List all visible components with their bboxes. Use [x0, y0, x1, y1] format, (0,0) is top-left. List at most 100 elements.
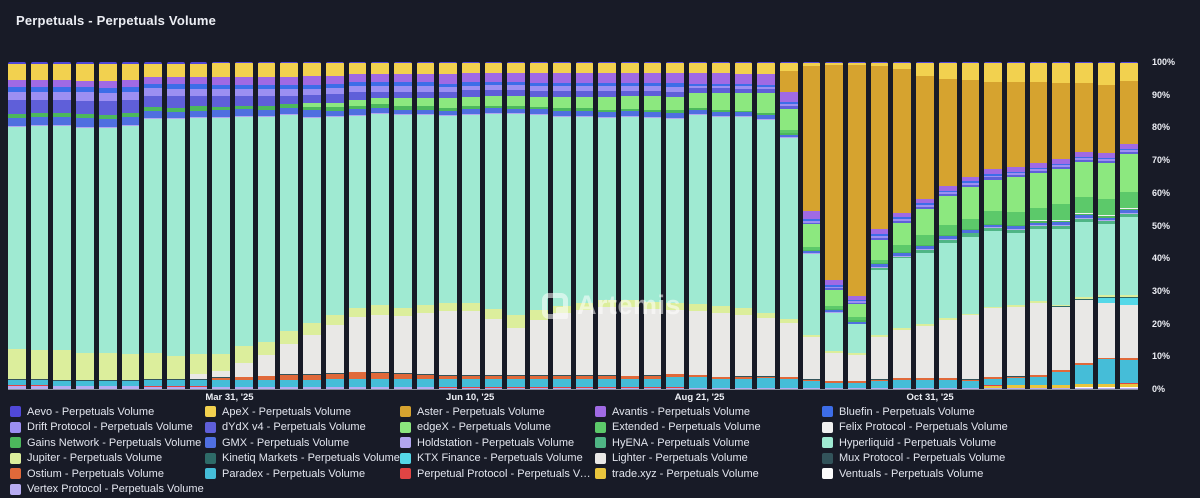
- bar-segment[interactable]: [484, 387, 503, 389]
- bar-segment[interactable]: [938, 225, 957, 236]
- bar-segment[interactable]: [984, 378, 1002, 386]
- stacked-bar[interactable]: [439, 62, 458, 389]
- bar-segment[interactable]: [961, 379, 980, 382]
- bar-segment[interactable]: [552, 116, 571, 307]
- bar-segment[interactable]: [711, 92, 730, 111]
- bar-segment[interactable]: [1075, 218, 1093, 222]
- bar-segment[interactable]: [689, 85, 707, 89]
- bar-segment[interactable]: [416, 109, 435, 115]
- bar-segment[interactable]: [961, 176, 980, 182]
- bar-segment[interactable]: [462, 90, 480, 97]
- bar-segment[interactable]: [916, 252, 934, 325]
- bar-segment[interactable]: [144, 63, 162, 77]
- bar-segment[interactable]: [280, 63, 299, 77]
- bar-segment[interactable]: [144, 62, 162, 64]
- bar-segment[interactable]: [325, 62, 344, 64]
- bar-segment[interactable]: [984, 228, 1002, 232]
- bar-segment[interactable]: [1097, 159, 1116, 161]
- stacked-bar[interactable]: [961, 62, 980, 389]
- bar-segment[interactable]: [1097, 62, 1116, 63]
- bar-segment[interactable]: [802, 334, 821, 338]
- bar-segment[interactable]: [8, 100, 26, 114]
- bar-segment[interactable]: [371, 62, 389, 64]
- bar-segment[interactable]: [416, 74, 435, 83]
- bar-segment[interactable]: [530, 319, 548, 376]
- bar-segment[interactable]: [689, 73, 707, 84]
- bar-segment[interactable]: [257, 106, 276, 110]
- bar-segment[interactable]: [8, 380, 26, 386]
- bar-segment[interactable]: [643, 117, 662, 119]
- bar-segment[interactable]: [189, 386, 208, 387]
- bar-segment[interactable]: [98, 118, 117, 128]
- bar-segment[interactable]: [1075, 156, 1093, 159]
- bar-segment[interactable]: [734, 110, 753, 113]
- bar-segment[interactable]: [893, 387, 912, 389]
- bar-segment[interactable]: [598, 387, 616, 389]
- bar-segment[interactable]: [802, 246, 821, 251]
- bar-segment[interactable]: [1120, 81, 1139, 145]
- bar-segment[interactable]: [666, 110, 685, 113]
- bar-segment[interactable]: [1052, 307, 1071, 371]
- legend-item-ostium[interactable]: Ostium - Perpetuals Volume: [10, 466, 205, 482]
- bar-segment[interactable]: [484, 108, 503, 113]
- bar-segment[interactable]: [734, 315, 753, 377]
- bar-segment[interactable]: [121, 91, 140, 100]
- bar-segment[interactable]: [121, 63, 140, 81]
- bar-segment[interactable]: [507, 114, 526, 315]
- bar-segment[interactable]: [666, 309, 685, 374]
- bar-segment[interactable]: [1029, 375, 1048, 377]
- bar-segment[interactable]: [280, 374, 299, 380]
- bar-segment[interactable]: [779, 377, 798, 380]
- bar-segment[interactable]: [439, 375, 458, 376]
- bar-segment[interactable]: [235, 346, 253, 364]
- stacked-bar[interactable]: [121, 62, 140, 389]
- stacked-bar[interactable]: [825, 62, 844, 389]
- bar-segment[interactable]: [416, 82, 435, 87]
- bar-segment[interactable]: [53, 385, 72, 387]
- bar-segment[interactable]: [961, 232, 980, 234]
- bar-segment[interactable]: [689, 304, 707, 312]
- bar-segment[interactable]: [235, 63, 253, 77]
- bar-segment[interactable]: [1075, 152, 1093, 157]
- bar-segment[interactable]: [348, 99, 367, 107]
- bar-segment[interactable]: [507, 72, 526, 83]
- bar-segment[interactable]: [348, 74, 367, 83]
- bar-segment[interactable]: [166, 387, 185, 389]
- bar-segment[interactable]: [280, 386, 299, 388]
- bar-segment[interactable]: [711, 306, 730, 314]
- bar-segment[interactable]: [689, 114, 707, 305]
- bar-segment[interactable]: [870, 62, 889, 63]
- bar-segment[interactable]: [893, 251, 912, 254]
- bar-segment[interactable]: [984, 177, 1002, 180]
- bar-segment[interactable]: [98, 101, 117, 115]
- bar-segment[interactable]: [257, 375, 276, 377]
- bar-segment[interactable]: [984, 306, 1002, 309]
- bar-segment[interactable]: [1029, 384, 1048, 386]
- bar-segment[interactable]: [393, 115, 412, 308]
- bar-segment[interactable]: [303, 334, 321, 375]
- bar-segment[interactable]: [893, 62, 912, 70]
- bar-segment[interactable]: [552, 312, 571, 375]
- bar-segment[interactable]: [325, 386, 344, 388]
- bar-segment[interactable]: [1097, 220, 1116, 222]
- bar-segment[interactable]: [393, 63, 412, 75]
- bar-segment[interactable]: [689, 375, 707, 378]
- stacked-bar[interactable]: [507, 62, 526, 389]
- bar-segment[interactable]: [235, 386, 253, 388]
- bar-segment[interactable]: [30, 385, 49, 389]
- bar-segment[interactable]: [689, 88, 707, 93]
- bar-segment[interactable]: [689, 62, 707, 63]
- bar-segment[interactable]: [98, 352, 117, 380]
- bar-segment[interactable]: [825, 62, 844, 63]
- bar-segment[interactable]: [121, 113, 140, 118]
- bar-segment[interactable]: [371, 74, 389, 83]
- bar-segment[interactable]: [1006, 173, 1025, 175]
- bar-segment[interactable]: [325, 373, 344, 379]
- bar-segment[interactable]: [666, 387, 685, 389]
- bar-segment[interactable]: [916, 206, 934, 210]
- bar-segment[interactable]: [666, 387, 685, 388]
- bar-segment[interactable]: [689, 377, 707, 388]
- bar-segment[interactable]: [1006, 167, 1025, 172]
- bar-segment[interactable]: [53, 63, 72, 81]
- bar-segment[interactable]: [144, 117, 162, 119]
